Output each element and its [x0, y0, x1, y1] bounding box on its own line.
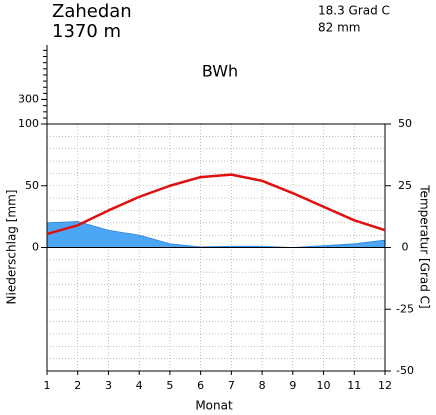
- x-tick-label: 4: [136, 379, 143, 392]
- x-tick-label: 5: [166, 379, 173, 392]
- y2-tick-label: -50: [396, 364, 414, 377]
- y2-axis-label: Temperatur [Grad C]: [418, 184, 432, 308]
- y-axis-label: Niederschlag [mm]: [5, 190, 19, 305]
- x-tick-label: 6: [197, 379, 204, 392]
- temperature-line: [46, 173, 386, 236]
- x-tick-label: 8: [259, 379, 266, 392]
- mean-temperature: 18.3 Grad C: [318, 4, 390, 18]
- y-tick-label: 50: [25, 179, 39, 192]
- x-tick-label: 7: [228, 379, 235, 392]
- annual-precipitation: 82 mm: [318, 21, 360, 35]
- y-tick-label: 300: [18, 92, 39, 105]
- y2-tick-label: -25: [396, 302, 414, 315]
- station: Zahedan: [52, 1, 132, 22]
- x-tick-label: 1: [44, 379, 51, 392]
- y2-tick-label: 25: [398, 179, 412, 192]
- y2-tick-label: 50: [398, 117, 412, 130]
- x-tick-label: 12: [378, 379, 392, 392]
- y2-tick-label: 0: [402, 241, 409, 254]
- x-tick-label: 10: [317, 379, 331, 392]
- x-tick-label: 9: [289, 379, 296, 392]
- elevation: 1370 m: [52, 21, 121, 42]
- precipitation-area: [46, 221, 386, 248]
- x-tick-label: 11: [347, 379, 361, 392]
- x-tick-label: 2: [74, 379, 81, 392]
- climate-class: BWh: [202, 62, 238, 81]
- y-tick-label: 100: [18, 117, 39, 130]
- x-tick-label: 3: [105, 379, 112, 392]
- y-tick-label: 0: [32, 241, 39, 254]
- x-axis-label: Monat: [195, 399, 233, 413]
